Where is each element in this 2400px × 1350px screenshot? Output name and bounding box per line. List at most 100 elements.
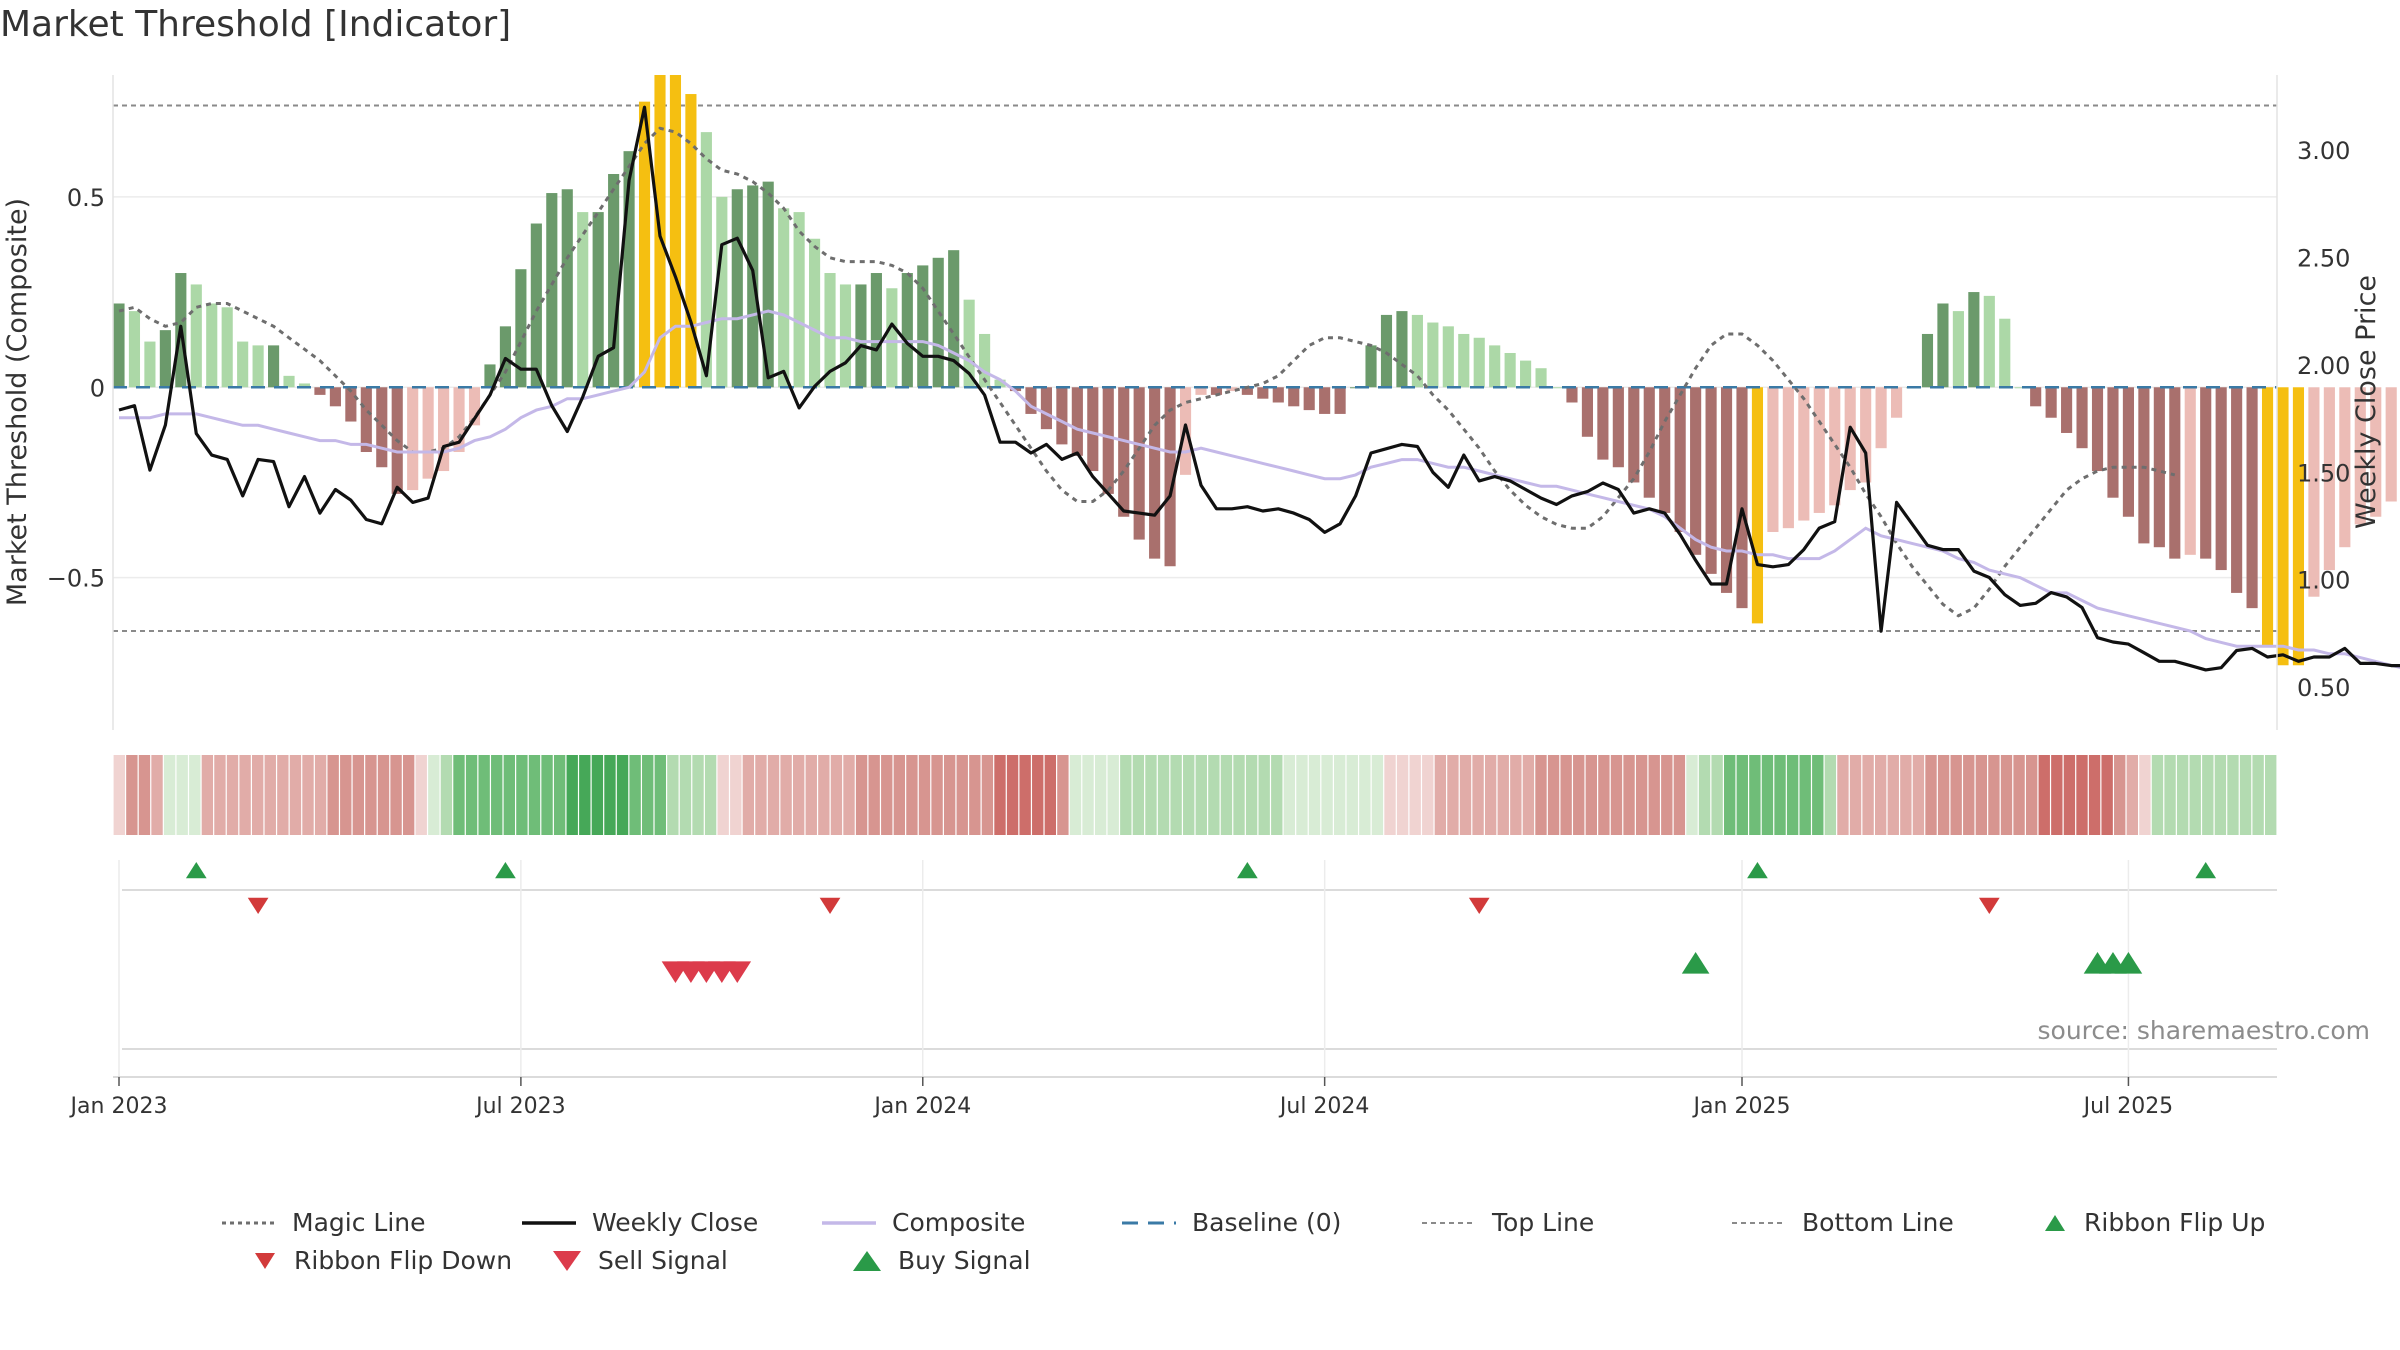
composite-bar [1380, 314, 1393, 388]
ribbon-cell [1925, 755, 1937, 835]
composite-bar [1860, 387, 1872, 483]
composite-bar [1504, 352, 1516, 388]
ribbon-cell [1724, 755, 1736, 835]
composite-bar [1520, 360, 1532, 388]
ribbon-flip-up-marker [2195, 862, 2217, 879]
ribbon-cell [1283, 755, 1296, 835]
ribbon-strip [113, 755, 2277, 835]
composite-bar [1844, 387, 1856, 491]
ribbon-cell [2265, 755, 2277, 835]
ribbon-cell [2000, 755, 2013, 835]
ribbon-cell [1736, 755, 1748, 835]
ribbon-cell [2101, 755, 2113, 835]
ribbon-cell [503, 755, 516, 835]
composite-bar [979, 333, 991, 388]
ribbon-cell [2076, 755, 2088, 835]
composite-bar [1102, 387, 1114, 494]
ribbon-cell [969, 755, 981, 835]
ribbon-cell [1459, 755, 1472, 835]
ribbon-cell [755, 755, 767, 835]
composite-bar [839, 284, 852, 388]
composite-bar [298, 383, 311, 388]
ribbon-cell [1120, 755, 1132, 835]
ribbon-cell [604, 755, 616, 835]
ribbon-cell [654, 755, 666, 835]
ribbon-cell [1245, 755, 1258, 835]
ribbon-cell [1774, 755, 1786, 835]
composite-bar [206, 303, 218, 388]
ribbon-cell [1208, 755, 1220, 835]
ribbon-cell [1749, 755, 1761, 835]
ribbon-cell [1610, 755, 1623, 835]
composite-bar [561, 189, 573, 388]
composite-bar [1751, 387, 1764, 624]
composite-bar [499, 326, 511, 388]
composite-bar [1550, 387, 1563, 389]
composite-bar [221, 307, 233, 388]
ribbon-cell [516, 755, 528, 835]
composite-bar [2076, 387, 2088, 449]
composite-bar [1705, 387, 1717, 574]
composite-bar [778, 208, 790, 388]
ribbon-cell [1988, 755, 2000, 835]
sell-signal-marker [723, 961, 752, 983]
ribbon-cell [1510, 755, 1522, 835]
composite-bar [1891, 387, 1903, 418]
composite-bar [1056, 387, 1068, 445]
gridlines [113, 104, 2277, 632]
ribbon-cell [138, 755, 151, 835]
composite-bar [2323, 387, 2335, 571]
composite-bar [1968, 292, 1980, 388]
ribbon-cell [642, 755, 654, 835]
ribbon-cell [478, 755, 490, 835]
ribbon-cell [629, 755, 641, 835]
ribbon-cell [226, 755, 239, 835]
signal-rows [118, 860, 2277, 1080]
composite-bar [2091, 387, 2104, 472]
ribbon-cell [553, 755, 566, 835]
legend-label: Sell Signal [598, 1246, 728, 1275]
composite-bar [948, 250, 960, 388]
composite-bar [2200, 387, 2212, 559]
ribbon-cell [1648, 755, 1660, 835]
legend-item: Magic Line [220, 1208, 426, 1237]
right-tick-label: 1.00 [2297, 567, 2350, 595]
ribbon-cell [1132, 755, 1145, 835]
ribbon-cell [730, 755, 742, 835]
legend-item: Ribbon Flip Down [250, 1246, 512, 1275]
ribbon-cell [1937, 755, 1950, 835]
ribbon-cell [1573, 755, 1585, 835]
composite-bar [345, 387, 357, 422]
source-note: source: sharemaestro.com [2037, 1016, 2371, 1045]
ribbon-cell [2126, 755, 2139, 835]
composite-bar [1009, 387, 1022, 392]
composite-bar [1875, 387, 1887, 449]
composite-bar [592, 212, 604, 388]
ribbon-flip-up-marker [495, 862, 516, 879]
ribbon-cell [1887, 755, 1899, 835]
ribbon-cell [1094, 755, 1107, 835]
ribbon-cell [742, 755, 755, 835]
composite-bar [963, 299, 975, 388]
ribbon-cell [1233, 755, 1245, 835]
composite-bar [2014, 387, 2026, 389]
buy-signal-marker [2114, 952, 2143, 974]
ribbon-cell [805, 755, 817, 835]
ribbon-flip-down-marker [247, 897, 269, 914]
composite-bar [1937, 303, 1949, 388]
ribbon-cell [931, 755, 943, 835]
composite-bar [468, 387, 481, 426]
composite-bar [809, 238, 821, 388]
composite-bar [1195, 387, 1207, 395]
composite-bar [1319, 387, 1331, 414]
legend-item: Bottom Line [1730, 1208, 1954, 1237]
composite-bar [1659, 387, 1671, 513]
ribbon-cell [1371, 755, 1384, 835]
composite-bar [159, 330, 171, 388]
composite-bar [901, 273, 913, 388]
left-tick-label: 0 [90, 374, 105, 402]
composite-bar [1241, 387, 1253, 395]
x-tick-label: Jul 2025 [2082, 1094, 2174, 1119]
ribbon-cell [1044, 755, 1057, 835]
ribbon-cell [2139, 755, 2151, 835]
